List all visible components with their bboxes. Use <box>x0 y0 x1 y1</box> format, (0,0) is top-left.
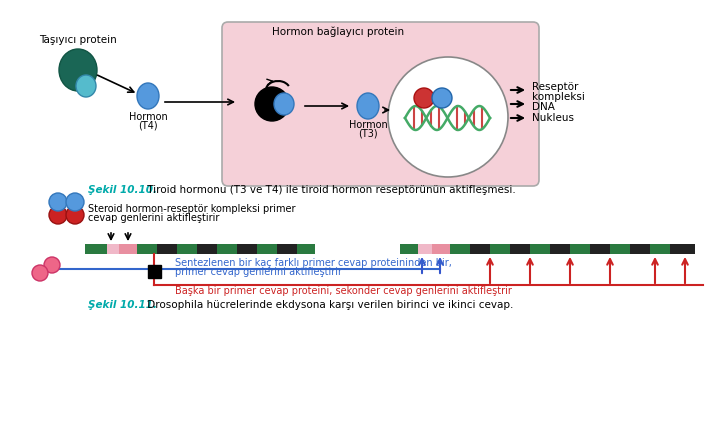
Bar <box>177 244 197 254</box>
Circle shape <box>432 88 452 108</box>
Bar <box>237 244 257 254</box>
Circle shape <box>66 193 84 211</box>
Bar <box>297 244 315 254</box>
Circle shape <box>66 206 84 224</box>
Bar <box>107 244 119 254</box>
Text: (T4): (T4) <box>139 121 158 131</box>
Bar <box>590 244 610 254</box>
Text: Şekil 10.11.: Şekil 10.11. <box>88 300 157 310</box>
Bar <box>148 265 161 278</box>
Bar <box>510 244 530 254</box>
Bar <box>157 244 177 254</box>
Text: Taşıyıcı protein: Taşıyıcı protein <box>39 35 117 45</box>
Bar <box>418 244 432 254</box>
Bar <box>490 244 510 254</box>
Bar <box>119 244 137 254</box>
Ellipse shape <box>255 87 289 121</box>
Text: Hormon: Hormon <box>129 112 167 122</box>
Text: Hormon: Hormon <box>348 120 388 130</box>
Text: Başka bir primer cevap proteini, sekonder cevap genlerini aktifleştrir: Başka bir primer cevap proteini, sekonde… <box>175 286 512 296</box>
Text: Şekil 10.10.: Şekil 10.10. <box>88 185 157 195</box>
Circle shape <box>49 206 67 224</box>
Bar <box>570 244 590 254</box>
Bar <box>630 244 650 254</box>
Text: DNA: DNA <box>532 102 555 112</box>
Bar <box>217 244 237 254</box>
Bar <box>610 244 630 254</box>
Bar <box>670 244 695 254</box>
Bar <box>197 244 217 254</box>
Ellipse shape <box>274 93 294 115</box>
Bar <box>432 244 450 254</box>
Bar <box>650 244 670 254</box>
Bar <box>277 244 297 254</box>
Bar <box>257 244 277 254</box>
Text: Tiroid hormonu (T3 ve T4) ile tiroid hormon reseptörünün aktifleşmesi.: Tiroid hormonu (T3 ve T4) ile tiroid hor… <box>144 185 516 195</box>
Bar <box>137 244 157 254</box>
Text: Reseptör: Reseptör <box>532 82 578 92</box>
Ellipse shape <box>357 93 379 119</box>
Circle shape <box>414 88 434 108</box>
Circle shape <box>388 57 508 177</box>
Circle shape <box>49 193 67 211</box>
Text: (T3): (T3) <box>358 129 378 139</box>
Text: primer cevap genlerini aktifleştirir: primer cevap genlerini aktifleştirir <box>175 267 342 277</box>
Bar <box>470 244 490 254</box>
Bar <box>550 244 570 254</box>
Circle shape <box>44 257 60 273</box>
Bar <box>450 244 470 254</box>
Text: Sentezlenen bir kaç farklı primer cevap proteininden bir,: Sentezlenen bir kaç farklı primer cevap … <box>175 258 452 268</box>
Text: Steroid hormon-reseptör kompleksi primer: Steroid hormon-reseptör kompleksi primer <box>88 204 296 214</box>
Circle shape <box>32 265 48 281</box>
Text: cevap genlerini aktifleştirir: cevap genlerini aktifleştirir <box>88 213 219 223</box>
Ellipse shape <box>76 75 96 97</box>
Text: Nukleus: Nukleus <box>532 113 574 123</box>
Text: Drosophila hücrelerinde ekdysona karşı verilen birinci ve ikinci cevap.: Drosophila hücrelerinde ekdysona karşı v… <box>144 300 513 310</box>
Ellipse shape <box>137 83 159 109</box>
FancyBboxPatch shape <box>222 22 539 186</box>
Ellipse shape <box>59 49 97 91</box>
Text: kompleksi: kompleksi <box>532 92 585 102</box>
Bar <box>400 244 418 254</box>
Bar <box>530 244 550 254</box>
Text: Hormon bağlayıcı protein: Hormon bağlayıcı protein <box>272 27 404 37</box>
Bar <box>85 244 107 254</box>
